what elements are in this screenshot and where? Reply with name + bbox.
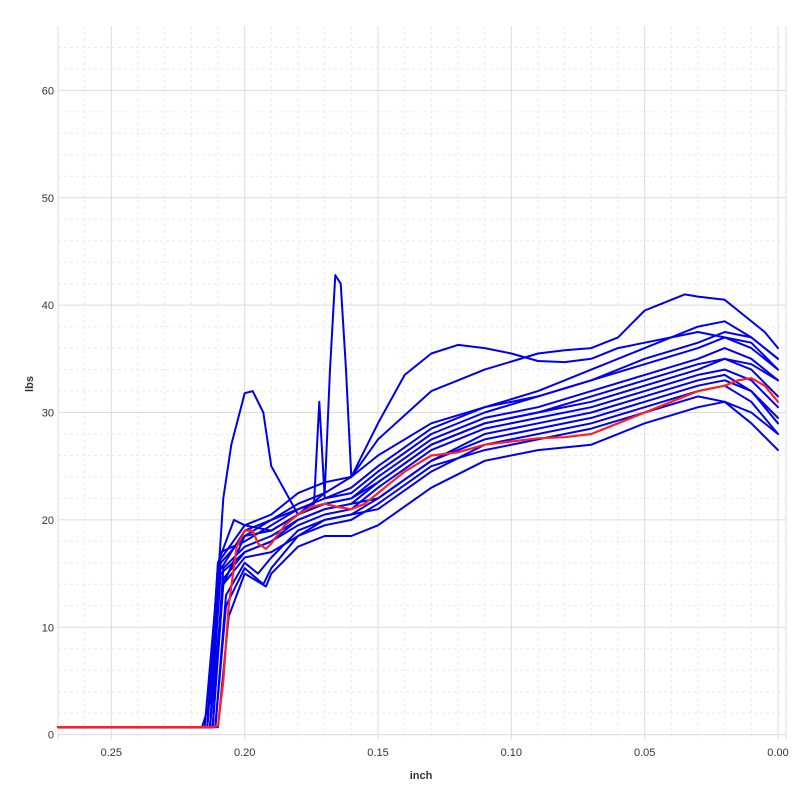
series-line — [57, 274, 779, 729]
x-axis-label: inch — [410, 770, 433, 782]
y-tick-label: 0 — [48, 730, 54, 742]
y-tick-label: 40 — [42, 300, 54, 312]
series-line-highlight — [56, 377, 780, 729]
series-line — [57, 293, 779, 729]
x-axis-ticks: 0.25 0.20 0.15 0.10 0.05 0.00 — [101, 747, 789, 759]
x-tick-label: 0.25 — [101, 747, 122, 759]
y-axis-ticks: 0 10 20 30 40 50 60 — [42, 85, 54, 741]
y-tick-label: 20 — [42, 515, 54, 527]
series-line — [57, 373, 779, 729]
major-gridlines — [57, 26, 787, 740]
y-tick-label: 50 — [42, 193, 54, 205]
series-lines — [56, 274, 780, 729]
minor-gridlines — [57, 26, 786, 740]
x-tick-label: 0.15 — [367, 747, 388, 759]
series-line — [57, 336, 779, 729]
x-tick-label: 0.05 — [634, 747, 655, 759]
y-tick-label: 30 — [42, 408, 54, 420]
x-tick-label: 0.20 — [234, 747, 255, 759]
y-tick-label: 10 — [42, 622, 54, 634]
x-tick-label: 0.10 — [501, 747, 522, 759]
y-axis-label: lbs — [24, 376, 36, 392]
series-line — [57, 400, 779, 729]
series-line — [57, 331, 779, 729]
x-tick-label: 0.00 — [767, 747, 788, 759]
y-tick-label: 60 — [42, 85, 54, 97]
series-line — [57, 357, 779, 729]
series-line — [57, 395, 779, 729]
